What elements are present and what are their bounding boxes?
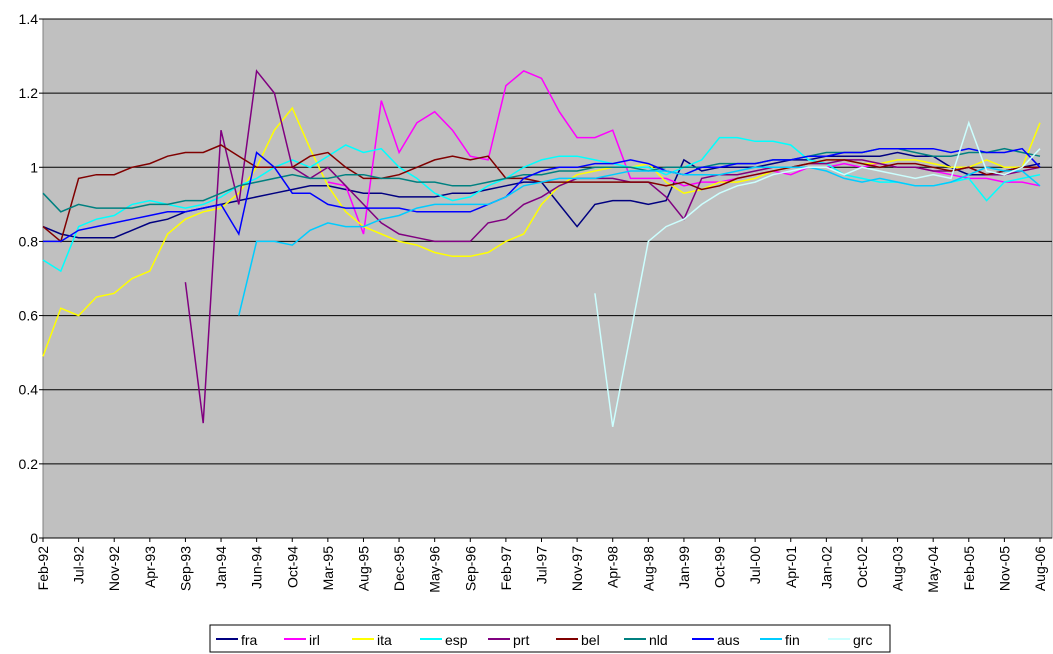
series-line <box>42 136 1041 273</box>
x-tick-label: Nov-92 <box>106 546 122 591</box>
x-tick-label: Oct-99 <box>712 546 728 588</box>
y-tick-label: 0.8 <box>19 233 39 249</box>
y-tick-label: 1.2 <box>19 85 39 101</box>
x-tick-label: Jul-97 <box>534 546 550 584</box>
legend-label: fin <box>785 632 800 648</box>
legend-label: fra <box>241 632 258 648</box>
y-tick-label: 1.4 <box>19 11 39 27</box>
x-tick-label: Aug-98 <box>640 546 656 591</box>
x-tick-label: Sep-96 <box>462 546 478 591</box>
x-tick-label: Oct-02 <box>854 546 870 588</box>
series-line <box>42 106 1041 357</box>
x-tick-label: May-96 <box>427 546 443 593</box>
x-tick-label: Aug-95 <box>355 546 371 591</box>
x-tick-label: Dec-95 <box>391 546 407 591</box>
y-tick-label: 0.6 <box>19 308 39 324</box>
x-tick-label: Jul-92 <box>71 546 87 584</box>
y-tick-label: 0.2 <box>19 456 39 472</box>
legend-label: aus <box>717 632 740 648</box>
series-line <box>238 166 1041 316</box>
legend-label: prt <box>513 632 529 648</box>
x-tick-label: Apr-01 <box>783 546 799 588</box>
x-tick-label: Aug-06 <box>1032 546 1048 591</box>
legend-label: ita <box>377 632 392 648</box>
plot-area <box>42 18 1053 539</box>
y-tick-label: 1 <box>30 159 38 175</box>
y-tick-label: 0.4 <box>19 382 39 398</box>
x-tick-label: Nov-97 <box>569 546 585 591</box>
x-tick-label: Oct-94 <box>284 546 300 588</box>
x-tick-label: Jan-99 <box>676 546 692 589</box>
x-tick-label: Apr-93 <box>142 546 158 588</box>
x-tick-label: Jul-00 <box>747 546 763 584</box>
x-tick-label: Jan-94 <box>213 546 229 589</box>
legend-label: nld <box>649 632 668 648</box>
series-line <box>594 120 1041 427</box>
x-tick-label: May-04 <box>925 546 941 593</box>
legend-label: grc <box>853 632 872 648</box>
series-line <box>184 69 1041 424</box>
x-tick-label: Sep-93 <box>177 546 193 591</box>
x-tick-label: Apr-98 <box>605 546 621 588</box>
x-tick-label: Nov-05 <box>996 546 1012 591</box>
x-tick-label: Jan-02 <box>818 546 834 589</box>
legend-label: bel <box>581 632 600 648</box>
x-tick-label: Jun-94 <box>249 546 265 589</box>
legend-label: esp <box>445 632 468 648</box>
x-tick-label: Mar-95 <box>320 546 336 591</box>
x-tick-label: Aug-03 <box>890 546 906 591</box>
y-tick-label: 0 <box>30 530 38 546</box>
x-tick-label: Feb-97 <box>498 546 514 591</box>
x-tick-label: Feb-92 <box>35 546 51 591</box>
x-tick-label: Feb-05 <box>961 546 977 591</box>
series-line <box>43 147 1041 243</box>
legend-label: irl <box>309 632 320 648</box>
